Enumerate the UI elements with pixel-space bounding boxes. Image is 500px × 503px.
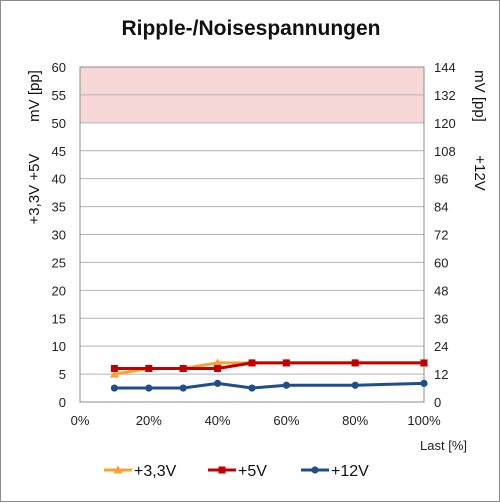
legend-label: +12V [331,463,369,480]
series-2-point [351,381,359,389]
series-1-point [420,359,428,367]
series-2-point [420,379,428,387]
y-axis-right-title-top: mV [pp] [471,70,488,122]
series-2-point [145,384,153,392]
chart-title: Ripple-/Noisespannungen [121,17,380,40]
series-0-point [213,358,223,367]
y-tick-left-label: 0 [59,395,66,410]
series-2-point [179,384,187,392]
y-tick-left-label: 45 [52,144,66,159]
y-axis-left-title-bottom: +3,3V +5V [26,154,43,225]
series-1-line [114,361,424,370]
y-tick-left-label: 20 [52,283,66,298]
y-tick-left-label: 30 [52,228,66,243]
x-tick-label: 40% [205,413,231,428]
series-1-point [179,365,187,372]
x-tick-label: 0% [71,413,90,428]
y-tick-right-label: 132 [434,88,456,103]
x-tick-label: 80% [342,413,368,428]
x-tick-label: 60% [273,413,299,428]
y-tick-left-label: 60 [52,60,66,75]
y-tick-left-label: 10 [52,339,66,354]
series-1-point [110,365,118,372]
series-1-point [214,365,222,372]
y-tick-right-label: 36 [434,311,448,326]
y-tick-right-label: 48 [434,283,448,298]
y-tick-left-label: 25 [52,255,66,270]
y-tick-right-label: 96 [434,172,448,187]
y-axis-left-title-top: mV [pp] [26,70,43,122]
y-tick-left-label: 5 [59,367,66,382]
series-2-point [282,381,290,389]
x-axis-title: Last [%] [420,438,467,453]
legend-swatch-marker [311,466,319,474]
y-tick-right-label: 144 [434,60,456,75]
legend-swatch-marker [218,466,226,474]
x-tick-label: 100% [407,413,441,428]
series-2-point [110,384,118,392]
legend-swatch-marker [113,465,123,474]
y-axis-right-title-bottom: +12V [471,155,488,190]
y-tick-left-label: 40 [52,172,66,187]
y-tick-right-label: 12 [434,367,448,382]
y-tick-right-label: 0 [434,395,441,410]
y-tick-left-label: 15 [52,311,66,326]
series-2-point [248,384,256,392]
series-1-point [248,359,256,367]
y-tick-left-label: 50 [52,116,66,131]
y-tick-right-label: 72 [434,228,448,243]
y-tick-right-label: 24 [434,339,448,354]
series-2-point [214,379,222,387]
y-tick-right-label: 108 [434,144,456,159]
series-0-point [109,369,119,378]
plot-area-border [79,66,425,403]
legend-label: +3,3V [134,463,177,480]
y-tick-right-label: 84 [434,200,448,215]
legend-label: +5V [238,463,267,480]
series-2-line [114,381,425,390]
y-tick-right-label: 120 [434,116,456,131]
series-1-point [351,359,359,367]
series-1-point [282,359,290,367]
series-1-point [145,365,153,372]
x-tick-label: 20% [136,413,162,428]
y-tick-left-label: 35 [52,200,66,215]
y-tick-left-label: 55 [52,88,66,103]
y-tick-right-label: 60 [434,255,448,270]
